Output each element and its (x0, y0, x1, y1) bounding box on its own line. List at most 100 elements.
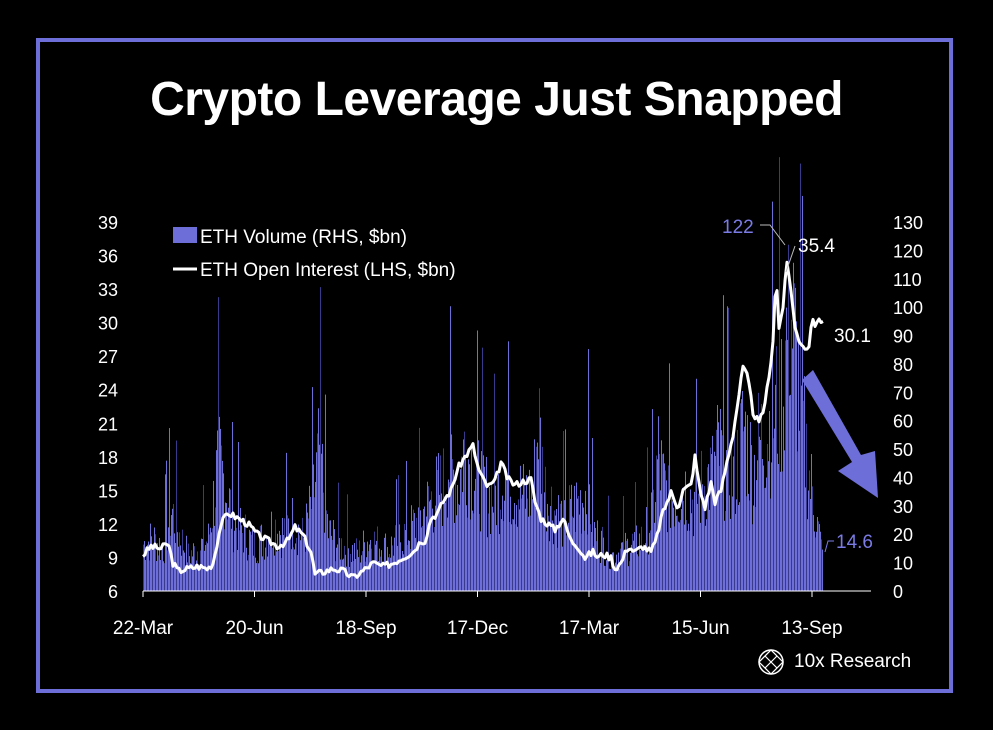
volume-bar (154, 527, 155, 591)
volume-bar (677, 515, 678, 591)
volume-bar (705, 525, 706, 591)
volume-bar (502, 495, 503, 591)
volume-bar (510, 496, 511, 591)
volume-bar (729, 495, 730, 591)
volume-bar (695, 470, 696, 591)
volume-bar (637, 554, 638, 591)
volume-bar (443, 448, 444, 591)
volume-bar (421, 527, 422, 591)
volume-bar (300, 540, 301, 591)
volume-bar (446, 499, 447, 591)
volume-bar (187, 562, 188, 591)
volume-bar (272, 548, 273, 591)
legend: ETH Volume (RHS, $bn) ETH Open Interest … (173, 227, 456, 281)
volume-bar (424, 506, 425, 591)
volume-bar (641, 526, 642, 591)
volume-bar (682, 487, 683, 591)
volume-bar (338, 482, 339, 591)
volume-bar (523, 464, 524, 591)
volume-bar (817, 516, 818, 591)
volume-bar (382, 565, 383, 591)
left-tick-label: 9 (108, 548, 118, 568)
volume-bar (375, 544, 376, 591)
volume-bar (610, 569, 611, 591)
volume-bar (509, 522, 510, 591)
volume-bar (614, 567, 615, 591)
volume-bar (349, 566, 350, 591)
volume-bar (680, 519, 681, 591)
volume-bar (151, 536, 152, 591)
volume-bar (492, 506, 493, 591)
volume-bar (480, 531, 481, 591)
volume-bar (206, 541, 207, 591)
volume-bar (753, 505, 754, 591)
volume-bar (434, 527, 435, 591)
volume-bar (671, 497, 672, 591)
volume-bar (626, 540, 627, 591)
volume-bar (472, 510, 473, 591)
volume-bar (307, 512, 308, 591)
left-tick-label: 6 (108, 582, 118, 602)
open-interest-line-group (142, 260, 824, 579)
volume-bar (449, 482, 450, 591)
volume-bar (282, 517, 283, 591)
volume-bar (800, 163, 801, 591)
volume-bar (675, 507, 676, 591)
volume-bar (777, 453, 778, 591)
volume-bar (366, 557, 367, 591)
volume-bar (760, 439, 761, 591)
volume-bar (244, 518, 245, 591)
volume-bar (276, 551, 277, 591)
volume-bar (535, 507, 536, 591)
volume-bar (761, 404, 762, 591)
volume-bar (813, 515, 814, 591)
volume-bar (396, 479, 397, 591)
volume-bar (322, 443, 323, 591)
annotation-122: 122 (722, 217, 754, 238)
brand-name: 10x Research (794, 651, 912, 672)
volume-bar (507, 475, 508, 591)
volume-bar (611, 562, 612, 591)
volume-bar (302, 517, 303, 591)
volume-bar (577, 498, 578, 591)
x-tick-label: 22-Mar (113, 618, 174, 639)
volume-bar (363, 530, 364, 591)
volume-bar (263, 539, 264, 591)
volume-bar (269, 545, 270, 591)
volume-bar (664, 463, 665, 591)
volume-bar (508, 341, 509, 591)
volume-bar (723, 295, 724, 591)
volume-bar (586, 514, 587, 591)
volume-bar (555, 515, 556, 591)
x-tick-label: 20-Jun (225, 618, 283, 639)
left-tick-label: 21 (98, 414, 118, 434)
volume-bar (583, 507, 584, 591)
volume-bar (220, 428, 221, 591)
volume-bar (459, 504, 460, 591)
volume-bar (784, 450, 785, 591)
volume-bar (240, 507, 241, 591)
volume-bar (279, 530, 280, 591)
left-tick-label: 39 (98, 213, 118, 233)
volume-bar (172, 508, 173, 591)
volume-bar (294, 549, 295, 591)
volume-bar (393, 555, 394, 591)
volume-bar (683, 500, 684, 591)
volume-bar (265, 547, 266, 591)
volume-bar (499, 534, 500, 591)
right-tick-label: 50 (893, 440, 913, 460)
volume-bar (433, 532, 434, 591)
volume-bar (743, 431, 744, 591)
volume-bar (416, 517, 417, 591)
volume-bar (253, 555, 254, 591)
volume-bar (209, 534, 210, 591)
volume-bar (153, 549, 154, 591)
volume-bar (621, 542, 622, 591)
volume-bar (532, 499, 533, 591)
volume-bar (562, 546, 563, 591)
volume-bar (397, 545, 398, 591)
volume-bar (642, 547, 643, 591)
volume-bar (495, 485, 496, 591)
volume-bar (422, 525, 423, 591)
